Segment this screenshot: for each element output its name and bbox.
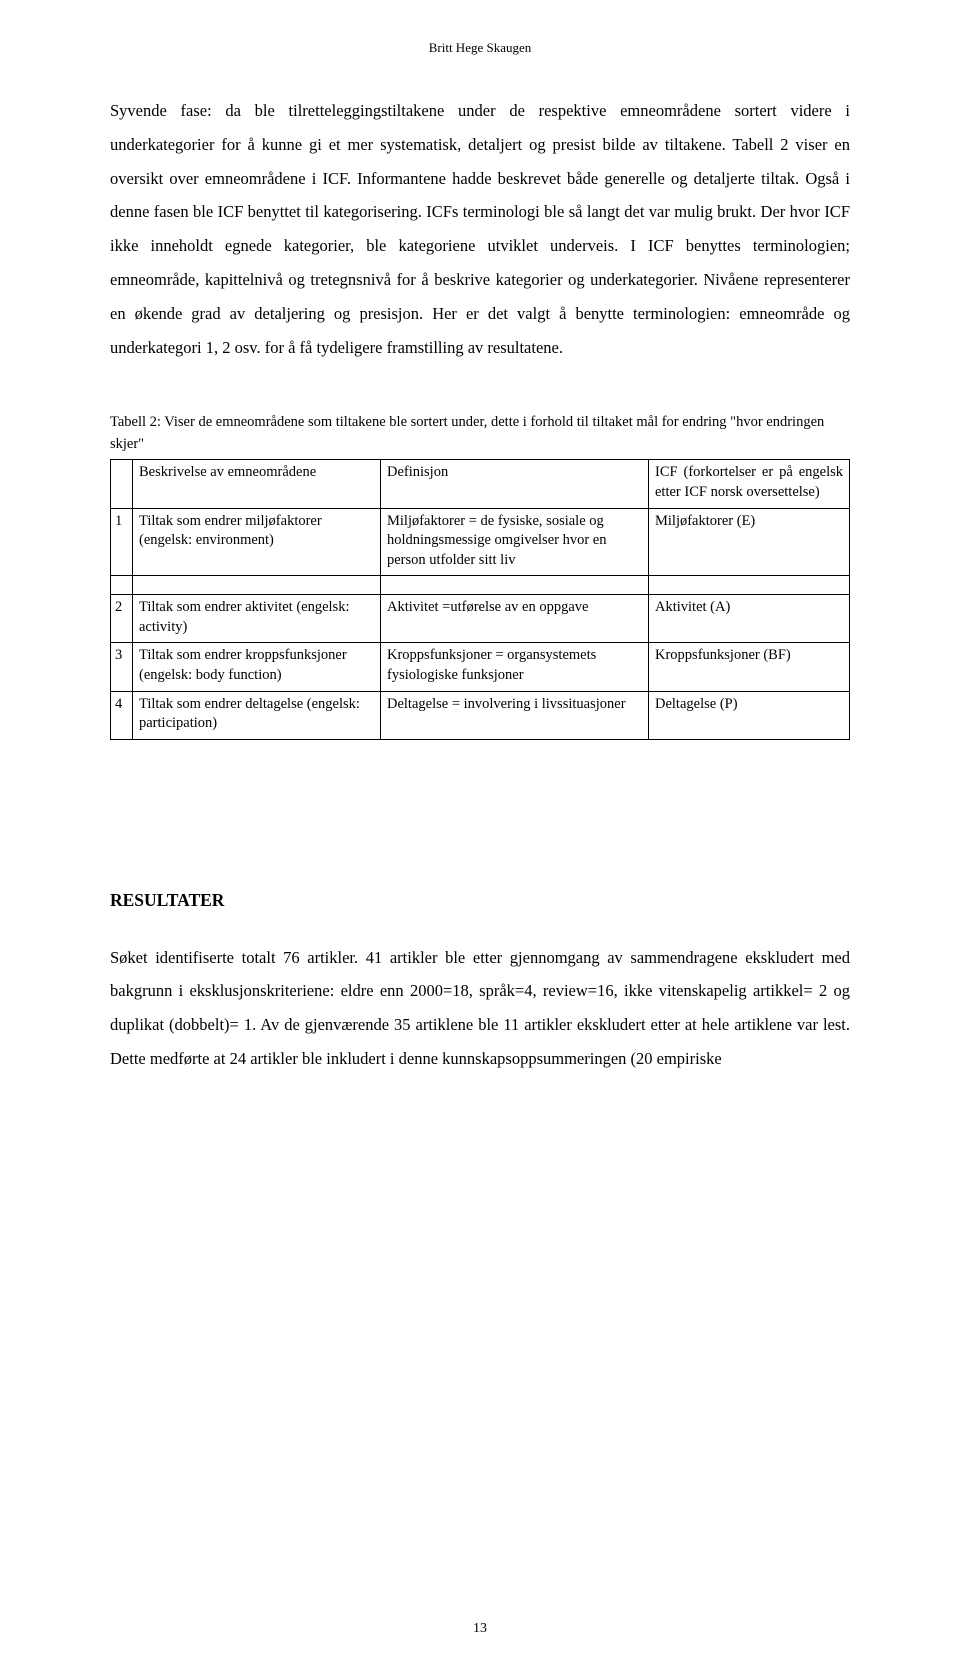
table-row: 2 Tiltak som endrer aktivitet (engelsk: … [111, 595, 850, 643]
row-idx: 3 [111, 643, 133, 691]
header-col1: Beskrivelse av emneområdene [133, 460, 381, 508]
row-col2: Miljøfaktorer = de fysiske, sosiale og h… [381, 508, 649, 576]
row-col3: Miljøfaktorer (E) [649, 508, 850, 576]
paragraph-text: Søket identifiserte totalt 76 artikler. … [110, 941, 850, 1076]
table-gap-row [111, 576, 850, 595]
row-col1: Tiltak som endrer miljøfaktorer (engelsk… [133, 508, 381, 576]
paragraph-text: Syvende fase: da ble tilretteleggingstil… [110, 94, 850, 365]
row-col2: Aktivitet =utførelse av en oppgave [381, 595, 649, 643]
header-col2: Definisjon [381, 460, 649, 508]
running-head: Britt Hege Skaugen [110, 40, 850, 56]
row-col1: Tiltak som endrer deltagelse (engelsk: p… [133, 691, 381, 739]
table-caption: Tabell 2: Viser de emneområdene som tilt… [110, 411, 850, 456]
header-idx [111, 460, 133, 508]
table-row: 3 Tiltak som endrer kroppsfunksjoner (en… [111, 643, 850, 691]
row-col2: Kroppsfunksjoner = organsystemets fysiol… [381, 643, 649, 691]
page: Britt Hege Skaugen Syvende fase: da ble … [0, 0, 960, 1663]
emneomraader-table: Beskrivelse av emneområdene Definisjon I… [110, 459, 850, 739]
row-col2: Deltagelse = involvering i livssituasjon… [381, 691, 649, 739]
row-idx: 4 [111, 691, 133, 739]
table-row: 1 Tiltak som endrer miljøfaktorer (engel… [111, 508, 850, 576]
body-paragraph-lower: Søket identifiserte totalt 76 artikler. … [110, 941, 850, 1076]
row-idx: 2 [111, 595, 133, 643]
table-header-row: Beskrivelse av emneområdene Definisjon I… [111, 460, 850, 508]
body-paragraph-upper: Syvende fase: da ble tilretteleggingstil… [110, 94, 850, 365]
table-row: 4 Tiltak som endrer deltagelse (engelsk:… [111, 691, 850, 739]
row-idx: 1 [111, 508, 133, 576]
row-col1: Tiltak som endrer aktivitet (engelsk: ac… [133, 595, 381, 643]
row-col3: Kroppsfunksjoner (BF) [649, 643, 850, 691]
row-col1: Tiltak som endrer kroppsfunksjoner (enge… [133, 643, 381, 691]
page-number: 13 [0, 1621, 960, 1637]
header-col3: ICF (forkortelser er på engelsk etter IC… [649, 460, 850, 508]
section-heading-resultater: RESULTATER [110, 890, 850, 911]
row-col3: Aktivitet (A) [649, 595, 850, 643]
row-col3: Deltagelse (P) [649, 691, 850, 739]
